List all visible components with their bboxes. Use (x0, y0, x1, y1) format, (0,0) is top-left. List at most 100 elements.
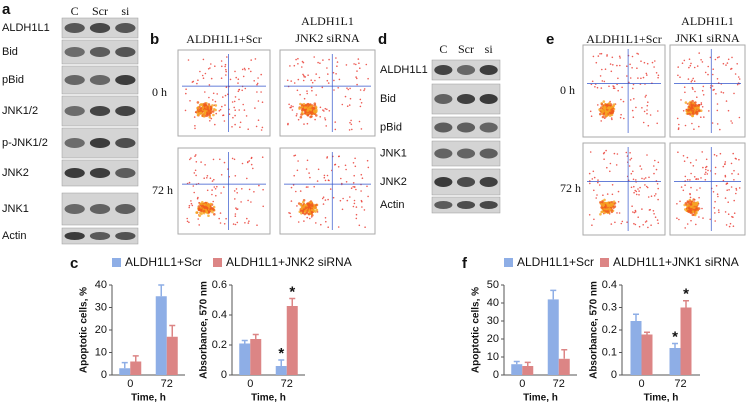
flow-event (214, 188, 217, 190)
flow-event (691, 213, 695, 217)
flow-event (693, 213, 697, 217)
flow-event (290, 80, 293, 82)
flow-event (222, 114, 225, 116)
flow-event (695, 178, 697, 180)
flow-event (225, 86, 228, 88)
flow-event (657, 110, 659, 112)
flow-event (630, 172, 633, 175)
flow-event (735, 192, 737, 195)
blot-band (115, 106, 136, 116)
flow-event (197, 79, 199, 81)
flow-event (735, 187, 737, 190)
flow-event (689, 161, 692, 164)
flow-event (609, 100, 611, 103)
flow-event (640, 77, 642, 80)
flow-event (676, 117, 679, 120)
flow-event (322, 203, 325, 205)
row-label: pBid (2, 74, 24, 86)
flow-event (617, 89, 619, 92)
flow-event (198, 214, 201, 217)
y-tick-label: 0.2 (212, 339, 227, 351)
flow-event (333, 79, 335, 82)
flow-event (610, 202, 614, 206)
flow-event (731, 56, 733, 59)
flow-event (229, 78, 232, 81)
flow-event (314, 206, 317, 210)
flow-event (716, 103, 719, 105)
flow-event (199, 70, 201, 73)
blot-band (64, 106, 85, 116)
flow-event (212, 99, 214, 101)
flow-event (701, 207, 703, 210)
flow-event (701, 151, 703, 153)
flow-event (690, 186, 692, 189)
flow-event (195, 154, 197, 156)
blot-band (456, 94, 476, 104)
flow-event (726, 182, 729, 185)
flow-event (597, 104, 599, 106)
flow-event (324, 179, 327, 182)
flow-event (738, 187, 741, 189)
flow-plot (582, 142, 666, 236)
flow-event (646, 74, 648, 76)
flow-event (324, 199, 327, 201)
flow-event (219, 222, 222, 224)
flow-event (307, 206, 310, 209)
flow-event (262, 188, 264, 191)
flow-plot (582, 44, 666, 138)
flow-event (731, 172, 733, 175)
condition-label: JNK1 siRNA (675, 31, 740, 45)
flow-event (348, 104, 351, 106)
flow-event (338, 155, 340, 157)
flow-event (194, 169, 197, 172)
flow-event (722, 165, 725, 168)
flow-event (238, 109, 240, 111)
flow-event (614, 221, 616, 224)
flow-event (211, 193, 213, 196)
flow-event (187, 59, 190, 61)
flow-event (219, 212, 222, 214)
flow-event (227, 93, 229, 96)
flow-event (603, 198, 606, 202)
flow-event (302, 73, 304, 76)
blot-band (456, 122, 476, 133)
flow-event (248, 160, 251, 162)
flow-event (700, 59, 702, 61)
flow-event (693, 202, 696, 206)
flow-event (210, 117, 213, 120)
row-label: p-JNK1/2 (2, 137, 48, 149)
blot-band (89, 168, 111, 178)
flow-event (218, 110, 221, 112)
flow-event (333, 89, 335, 91)
flow-event (684, 91, 686, 94)
flow-event (632, 87, 634, 90)
flow-event (735, 189, 738, 191)
y-tick-label: 20 (487, 333, 499, 345)
flow-event (302, 79, 305, 82)
flow-event (296, 113, 298, 115)
flow-event (703, 116, 705, 118)
flow-event (225, 68, 227, 71)
blot-band (456, 65, 476, 75)
blot-band (89, 106, 111, 116)
flow-event (615, 164, 618, 166)
flow-event (352, 186, 355, 188)
flow-event (589, 182, 591, 185)
flow-event (355, 76, 357, 78)
flow-event (248, 220, 250, 222)
flow-event (262, 205, 265, 208)
flow-event (292, 184, 295, 186)
bar (275, 366, 287, 375)
flow-event (224, 104, 226, 106)
bar (630, 321, 642, 375)
flow-event (234, 114, 236, 117)
flow-event (597, 181, 599, 184)
flow-event (353, 174, 356, 177)
flow-event (300, 105, 304, 109)
flow-event (596, 86, 599, 89)
flow-event (725, 64, 727, 66)
flow-event (642, 76, 645, 79)
flow-event (595, 61, 598, 64)
row-label: Actin (380, 199, 404, 211)
flow-event (657, 74, 660, 77)
